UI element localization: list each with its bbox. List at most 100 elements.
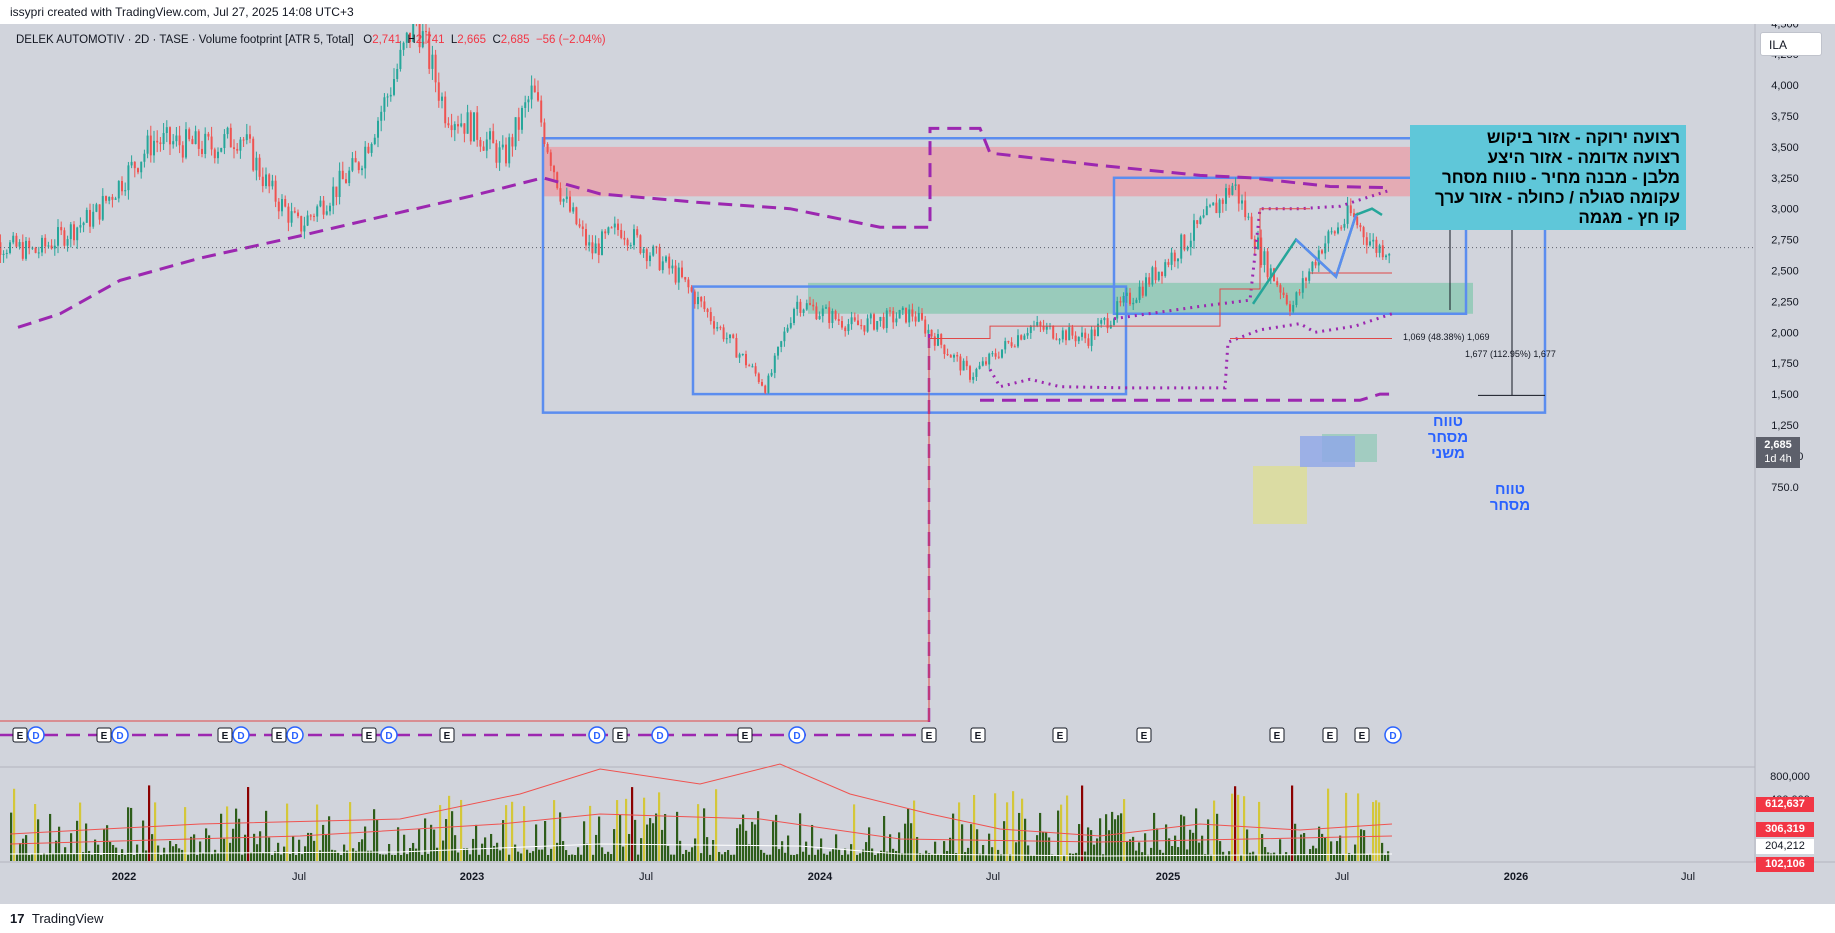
candle-body-down[interactable] [236, 148, 239, 151]
candle-body-up[interactable] [1193, 220, 1195, 241]
candle-body-down[interactable] [418, 18, 421, 48]
candle-body-up[interactable] [143, 153, 146, 162]
volume-bar[interactable] [439, 805, 442, 861]
volume-bar[interactable] [1108, 830, 1111, 861]
candle-body-down[interactable] [946, 354, 949, 356]
candle-body-down[interactable] [1250, 216, 1253, 240]
candle-body-up[interactable] [319, 200, 322, 207]
volume-bar[interactable] [856, 854, 859, 861]
candle-body-up[interactable] [9, 242, 11, 253]
candle-body-down[interactable] [556, 172, 559, 189]
candle-body-down[interactable] [965, 360, 968, 367]
value-area-high[interactable] [17, 126, 1391, 329]
candle-body-down[interactable] [492, 131, 495, 144]
volume-bar[interactable] [850, 844, 853, 861]
candle-body-down[interactable] [543, 122, 546, 144]
candle-body-down[interactable] [1314, 261, 1317, 266]
candle-body-down[interactable] [1161, 271, 1163, 277]
volume-bar[interactable] [931, 854, 934, 861]
volume-bar[interactable] [613, 829, 616, 861]
volume-bar[interactable] [751, 821, 754, 861]
candle-body-down[interactable] [428, 31, 431, 69]
volume-bar[interactable] [25, 835, 28, 861]
candle-body-up[interactable] [572, 207, 575, 212]
candle-body-down[interactable] [863, 325, 866, 332]
candle-body-up[interactable] [1269, 268, 1272, 278]
candle-body-up[interactable] [777, 346, 779, 356]
volume-bar[interactable] [424, 818, 427, 861]
dividend-event-icon[interactable] [1384, 726, 1402, 744]
candle-body-up[interactable] [1263, 251, 1266, 265]
volume-bar[interactable] [1258, 801, 1261, 861]
candle-body-up[interactable] [1138, 286, 1141, 300]
candle-body-up[interactable] [1090, 329, 1093, 346]
candle-body-up[interactable] [975, 368, 978, 377]
candle-body-down[interactable] [985, 361, 987, 365]
volume-bar[interactable] [1369, 854, 1372, 861]
candle-body-down[interactable] [581, 226, 584, 230]
volume-bar[interactable] [1018, 812, 1021, 861]
candle-body-down[interactable] [479, 139, 482, 147]
volume-bar[interactable] [253, 833, 256, 861]
candle-body-down[interactable] [905, 307, 907, 323]
volume-bar[interactable] [205, 828, 208, 861]
candle-body-up[interactable] [271, 180, 274, 187]
candle-body-up[interactable] [223, 134, 226, 149]
candle-body-down[interactable] [1042, 325, 1045, 330]
volume-bar[interactable] [91, 854, 94, 861]
candle-body-up[interactable] [412, 16, 415, 42]
volume-bar[interactable] [976, 829, 979, 861]
candle-body-down[interactable] [834, 311, 837, 320]
volume-bar[interactable] [391, 854, 394, 861]
candle-body-down[interactable] [354, 158, 357, 163]
volume-bar[interactable] [1363, 830, 1366, 861]
volume-bar[interactable] [340, 855, 343, 861]
candle-body-down[interactable] [476, 112, 479, 140]
candle-body-down[interactable] [197, 131, 200, 149]
volume-bar[interactable] [1120, 813, 1123, 861]
candle-body-down[interactable] [994, 353, 997, 357]
volume-bar[interactable] [553, 800, 556, 861]
volume-bar[interactable] [472, 838, 475, 861]
candle-body-down[interactable] [597, 243, 600, 255]
candle-body-down[interactable] [258, 157, 261, 177]
volume-bar[interactable] [958, 802, 961, 861]
volume-bar[interactable] [772, 821, 775, 861]
candle-body-down[interactable] [703, 301, 706, 310]
candle-body-up[interactable] [1180, 234, 1183, 259]
candle-body-down[interactable] [242, 139, 245, 141]
candle-body-up[interactable] [325, 211, 328, 215]
volume-bar[interactable] [1117, 815, 1120, 861]
volume-bar[interactable] [76, 820, 79, 861]
candle-body-down[interactable] [815, 306, 818, 320]
trend-arrow-pullback[interactable] [1295, 214, 1358, 279]
volume-bar[interactable] [724, 852, 727, 861]
earnings-event-icon[interactable] [1322, 727, 1338, 743]
candle-body-up[interactable] [1209, 205, 1211, 207]
volume-bar[interactable] [925, 850, 928, 861]
volume-bar[interactable] [994, 793, 997, 861]
candle-body-down[interactable] [837, 319, 840, 322]
candle-body-up[interactable] [607, 227, 610, 234]
dividend-event-icon[interactable] [286, 726, 304, 744]
volume-bar[interactable] [715, 789, 718, 861]
volume-bar[interactable] [664, 814, 667, 861]
volume-bar[interactable] [1228, 851, 1231, 861]
volume-bar[interactable] [1075, 852, 1078, 861]
candle-body-down[interactable] [540, 100, 543, 123]
volume-bar[interactable] [1078, 824, 1081, 861]
volume-bar[interactable] [46, 854, 49, 861]
volume-bar[interactable] [436, 847, 439, 861]
candle-body-down[interactable] [639, 235, 642, 254]
candle-body-down[interactable] [357, 162, 360, 171]
volume-bar[interactable] [367, 850, 370, 861]
candle-body-up[interactable] [1100, 320, 1103, 324]
candle-body-down[interactable] [457, 124, 459, 127]
volume-bar[interactable] [331, 849, 334, 861]
volume-bar[interactable] [385, 854, 388, 861]
candle-body-down[interactable] [1353, 213, 1355, 218]
volume-bar[interactable] [1282, 854, 1285, 861]
volume-bar[interactable] [511, 801, 514, 861]
candle-body-down[interactable] [1237, 184, 1240, 204]
value-area-dotted-low[interactable] [988, 312, 1393, 390]
